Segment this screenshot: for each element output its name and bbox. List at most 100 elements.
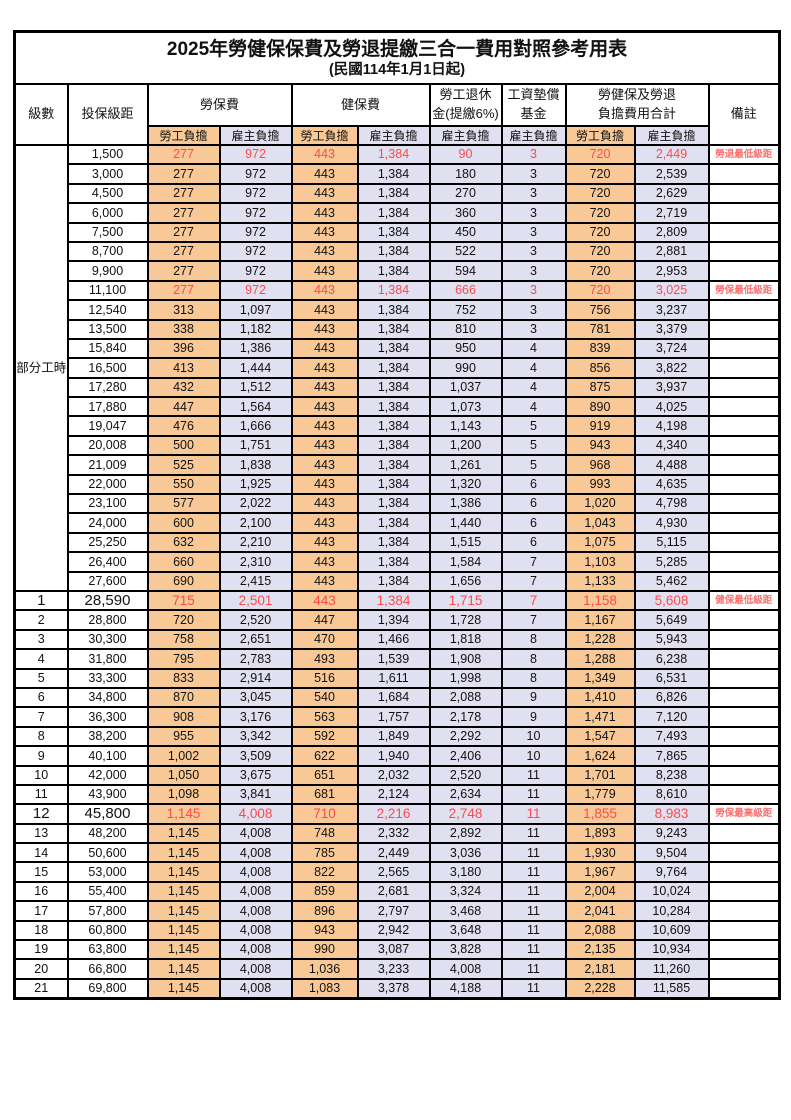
- labor-employee-cell: 1,098: [146, 783, 221, 806]
- table-row: 15 53,000 1,145 4,008 822 2,565 3,180 11 1,967 9,…: [13, 861, 781, 883]
- table-row: 10 42,000 1,050 3,675 651 2,032 2,520 11 1,701 8,…: [13, 764, 781, 786]
- wagefund-employer-cell: 9: [500, 686, 567, 709]
- health-employee-cell: 443: [290, 143, 359, 166]
- bracket-cell: 57,800: [66, 900, 149, 922]
- remark-cell: [707, 357, 781, 379]
- remark-cell: 勞保最低級距: [707, 279, 781, 302]
- total-employee-cell: 720: [564, 279, 636, 302]
- health-employer-cell: 1,384: [356, 531, 431, 554]
- total-employee-cell: 1,930: [564, 842, 636, 864]
- level-cell: 8: [13, 725, 69, 748]
- pension-employer-cell: 594: [428, 260, 503, 282]
- pension-employer-cell: 2,088: [428, 686, 503, 709]
- health-employee-cell: 493: [290, 648, 359, 670]
- health-employee-cell: 443: [290, 202, 359, 224]
- remark-cell: 勞退最低級距: [707, 143, 781, 166]
- health-employee-cell: 563: [290, 706, 359, 728]
- total-employee-cell: 720: [564, 202, 636, 224]
- wagefund-employer-cell: 6: [500, 473, 567, 496]
- bracket-cell: 19,047: [66, 415, 149, 437]
- wagefund-employer-cell: 3: [500, 202, 567, 224]
- bracket-cell: 34,800: [66, 686, 149, 709]
- total-employee-cell: 2,228: [564, 977, 636, 1000]
- table-row: 12 45,800 1,145 4,008 710 2,216 2,748 11 1,855 8,…: [13, 803, 781, 825]
- total-employer-cell: 4,635: [633, 473, 710, 496]
- wagefund-employer-cell: 3: [500, 182, 567, 205]
- level-cell: 6: [13, 686, 69, 709]
- remark-cell: [707, 725, 781, 748]
- wagefund-employer-cell: 11: [500, 803, 567, 825]
- total-employer-cell: 2,719: [633, 202, 710, 224]
- health-employee-cell: 943: [290, 919, 359, 942]
- table-row: 20,008 500 1,751 443 1,384 1,200 5 943 4,340: [15, 434, 781, 457]
- health-employee-cell: 681: [290, 783, 359, 806]
- health-employer-cell: 1,384: [356, 318, 431, 340]
- health-employer-cell: 3,233: [356, 958, 431, 980]
- pension-employer-cell: 1,037: [428, 376, 503, 399]
- total-employer-cell: 5,462: [633, 570, 710, 593]
- health-employee-cell: 447: [290, 609, 359, 631]
- bracket-cell: 69,800: [66, 977, 149, 1000]
- pension-employer-cell: 1,515: [428, 531, 503, 554]
- total-employer-cell: 3,025: [633, 279, 710, 302]
- wagefund-employer-cell: 8: [500, 648, 567, 670]
- remark-cell: [707, 667, 781, 689]
- labor-employer-cell: 3,045: [218, 686, 293, 709]
- total-employee-cell: 1,103: [564, 551, 636, 573]
- labor-employee-cell: 1,050: [146, 764, 221, 786]
- health-employee-cell: 622: [290, 745, 359, 767]
- premium-reference-table: 2025年勞健保保費及勞退提繳三合一費用對照參考用表 (民國114年1月1日起)…: [13, 30, 782, 1001]
- level-cell: 11: [13, 783, 69, 806]
- wagefund-employer-cell: 11: [500, 958, 567, 980]
- pension-employer-cell: 3,828: [428, 938, 503, 961]
- remark-cell: [707, 919, 781, 942]
- health-employer-cell: 2,332: [356, 822, 431, 845]
- labor-employee-cell: 660: [146, 551, 221, 573]
- bracket-cell: 1,500: [66, 143, 149, 166]
- col-header-wage-fund: 工資墊償 基金: [500, 83, 567, 127]
- total-employer-cell: 4,930: [633, 512, 710, 534]
- health-employer-cell: 3,087: [356, 938, 431, 961]
- health-employee-cell: 443: [290, 531, 359, 554]
- labor-employer-cell: 3,176: [218, 706, 293, 728]
- total-employee-cell: 2,004: [564, 880, 636, 903]
- health-employee-cell: 822: [290, 861, 359, 883]
- total-employee-cell: 781: [564, 318, 636, 340]
- health-employee-cell: 443: [290, 279, 359, 302]
- total-employer-cell: 4,798: [633, 493, 710, 515]
- bracket-cell: 60,800: [66, 919, 149, 942]
- total-employer-cell: 6,826: [633, 686, 710, 709]
- total-employee-cell: 1,855: [564, 803, 636, 825]
- pension-employer-cell: 2,892: [428, 822, 503, 845]
- bracket-cell: 26,400: [66, 551, 149, 573]
- labor-employer-cell: 2,501: [218, 589, 293, 612]
- bracket-cell: 16,500: [66, 357, 149, 379]
- remark-cell: [707, 396, 781, 418]
- col-header-labor-insurance: 勞保費: [146, 83, 293, 127]
- bracket-cell: 30,300: [66, 628, 149, 651]
- subheader-total-employee: 勞工負擔: [564, 125, 636, 146]
- remark-cell: [707, 958, 781, 980]
- labor-employee-cell: 550: [146, 473, 221, 496]
- table-row: 4,500 277 972 443 1,384 270 3 720 2,629: [15, 182, 781, 205]
- table-row: 6,000 277 972 443 1,384 360 3 720 2,719: [15, 202, 781, 224]
- labor-employer-cell: 1,512: [218, 376, 293, 399]
- remark-cell: [707, 938, 781, 961]
- health-employer-cell: 2,942: [356, 919, 431, 942]
- labor-employer-cell: 1,097: [218, 299, 293, 321]
- labor-employer-cell: 2,651: [218, 628, 293, 651]
- labor-employer-cell: 4,008: [218, 919, 293, 942]
- col-header-pension: 勞工退休 金(提繳6%): [428, 83, 503, 127]
- table-row: 13 48,200 1,145 4,008 748 2,332 2,892 11 1,893 9,…: [13, 822, 781, 845]
- total-employee-cell: 856: [564, 357, 636, 379]
- table-row: 19,047 476 1,666 443 1,384 1,143 5 919 4,198: [15, 415, 781, 437]
- table-row: 4 31,800 795 2,783 493 1,539 1,908 8 1,288 6,238: [13, 648, 781, 670]
- total-employer-cell: 3,379: [633, 318, 710, 340]
- table-row: 6 34,800 870 3,045 540 1,684 2,088 9 1,410 6,826: [13, 686, 781, 709]
- health-employer-cell: 1,384: [356, 570, 431, 593]
- remark-cell: 勞保最高級距: [707, 803, 781, 825]
- labor-employer-cell: 1,666: [218, 415, 293, 437]
- subheader-health-employer: 雇主負擔: [356, 125, 431, 146]
- labor-employee-cell: 500: [146, 434, 221, 457]
- health-employee-cell: 443: [290, 182, 359, 205]
